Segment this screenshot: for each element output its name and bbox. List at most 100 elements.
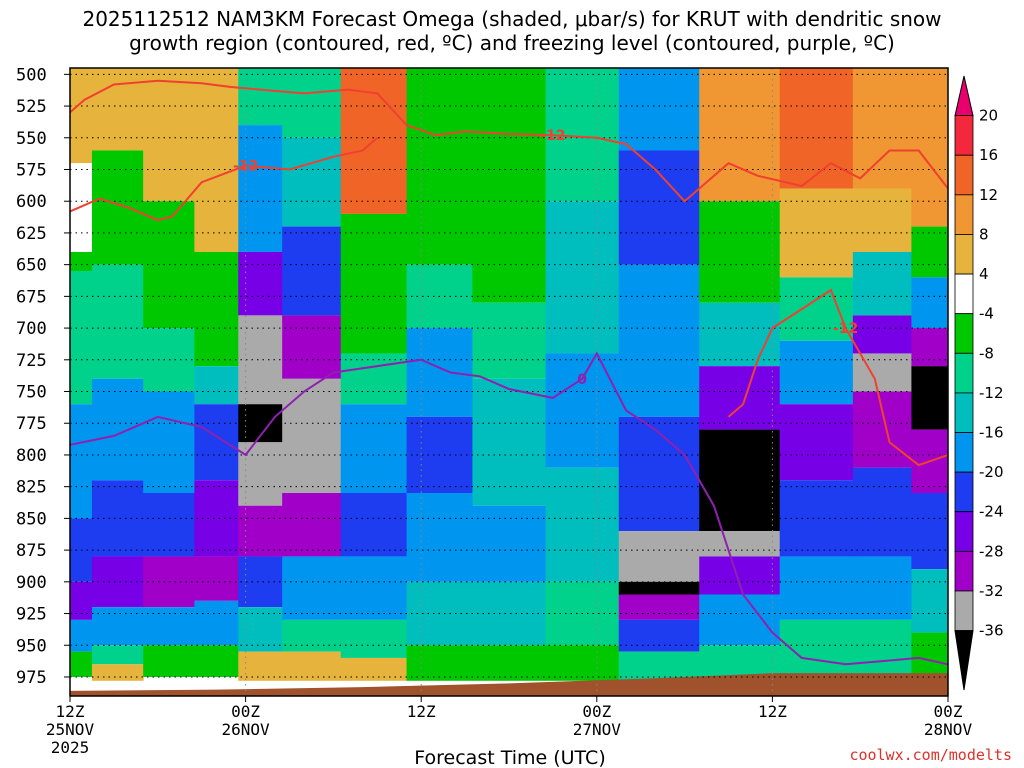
colorbar-label: -8 bbox=[979, 344, 994, 362]
omega-band bbox=[618, 416, 700, 532]
omega-band bbox=[91, 607, 144, 646]
omega-band bbox=[618, 531, 700, 582]
omega-band bbox=[282, 556, 342, 620]
y-tick-label: 550 bbox=[16, 129, 47, 149]
colorbar-swatch bbox=[954, 115, 974, 156]
omega-band bbox=[282, 68, 342, 138]
omega-band bbox=[618, 264, 700, 417]
omega-band bbox=[194, 366, 239, 405]
omega-band bbox=[406, 68, 473, 265]
omega-band bbox=[194, 480, 239, 557]
x-tick-date: 26NOV bbox=[222, 720, 271, 739]
omega-band bbox=[852, 251, 912, 316]
omega-band bbox=[618, 619, 700, 652]
omega-band bbox=[472, 581, 547, 646]
y-tick-label: 700 bbox=[16, 319, 47, 339]
contour-label: -12 bbox=[833, 321, 858, 337]
omega-band bbox=[340, 213, 408, 354]
y-tick-label: 525 bbox=[16, 97, 47, 117]
omega-band bbox=[91, 480, 144, 557]
omega-band bbox=[282, 619, 342, 652]
omega-band bbox=[70, 68, 93, 164]
contour-label: 0 bbox=[577, 372, 587, 388]
title-line-1: 2025112512 NAM3KM Forecast Omega (shaded… bbox=[82, 7, 941, 31]
colorbar-label: -20 bbox=[979, 463, 1004, 481]
omega-band bbox=[143, 391, 195, 494]
x-tick-label: 00Z bbox=[934, 702, 963, 721]
omega-band bbox=[852, 391, 912, 468]
colorbar-label: -28 bbox=[979, 542, 1004, 560]
omega-band bbox=[340, 657, 408, 681]
colorbar-swatch bbox=[954, 273, 974, 315]
omega-band bbox=[472, 68, 547, 303]
colorbar-label: 16 bbox=[979, 146, 998, 164]
colorbar-label: 4 bbox=[979, 265, 989, 283]
colorbar-label: 12 bbox=[979, 186, 998, 204]
omega-band bbox=[911, 277, 949, 329]
omega-band bbox=[699, 556, 781, 595]
omega-band bbox=[194, 600, 239, 646]
omega-band bbox=[194, 404, 239, 481]
x-tick-date: 25NOV bbox=[46, 720, 95, 739]
colorbar-label: 8 bbox=[979, 225, 989, 243]
omega-band bbox=[143, 68, 195, 202]
omega-band bbox=[238, 505, 283, 557]
x-tick-label: 12Z bbox=[407, 702, 436, 721]
omega-band bbox=[406, 645, 473, 681]
omega-band bbox=[618, 581, 700, 595]
omega-band bbox=[238, 556, 283, 608]
omega-band bbox=[340, 404, 408, 494]
omega-band bbox=[238, 125, 283, 252]
x-tick-date: 28NOV bbox=[924, 720, 973, 739]
omega-band bbox=[699, 68, 781, 202]
contour-line bbox=[69, 137, 378, 222]
omega-band bbox=[779, 619, 854, 681]
title-line-2: growth region (contoured, red, ºC) and f… bbox=[129, 31, 895, 55]
omega-band bbox=[91, 68, 144, 151]
colorbar-label: -32 bbox=[979, 582, 1004, 600]
omega-band bbox=[852, 556, 912, 620]
omega-band bbox=[282, 226, 342, 316]
y-tick-label: 900 bbox=[16, 573, 47, 593]
omega-band bbox=[472, 378, 547, 506]
omega-band bbox=[618, 150, 700, 265]
omega-band bbox=[406, 328, 473, 417]
colorbar-swatch bbox=[954, 313, 974, 354]
contour-line bbox=[69, 79, 949, 203]
omega-band bbox=[194, 556, 239, 601]
x-tick-year: 2025 bbox=[51, 738, 90, 757]
omega-band bbox=[699, 201, 781, 303]
y-tick-label: 825 bbox=[16, 478, 47, 498]
y-tick-label: 675 bbox=[16, 287, 47, 307]
x-tick-label: 12Z bbox=[56, 702, 85, 721]
omega-band bbox=[911, 68, 949, 227]
colorbar-label: -4 bbox=[979, 305, 994, 323]
omega-band bbox=[91, 264, 144, 379]
colorbar-swatch bbox=[954, 511, 974, 552]
omega-band bbox=[238, 651, 283, 681]
omega-band bbox=[779, 277, 854, 341]
omega-band bbox=[282, 493, 342, 557]
colorbar-label: -36 bbox=[979, 622, 1004, 640]
colorbar-swatch bbox=[954, 194, 974, 235]
omega-band bbox=[238, 251, 283, 316]
y-tick-label: 775 bbox=[16, 414, 47, 434]
omega-band bbox=[852, 353, 912, 392]
colorbar-swatch bbox=[954, 154, 974, 196]
omega-band bbox=[852, 467, 912, 557]
y-tick-label: 650 bbox=[16, 256, 47, 276]
y-tick-label: 500 bbox=[16, 65, 47, 85]
omega-band bbox=[194, 68, 239, 252]
colorbar-swatch bbox=[954, 432, 974, 473]
omega-band bbox=[194, 251, 239, 367]
omega-band bbox=[194, 645, 239, 677]
omega-band bbox=[91, 378, 144, 481]
omega-band bbox=[911, 328, 949, 367]
contour-line bbox=[727, 288, 949, 467]
omega-band bbox=[91, 556, 144, 608]
omega-band bbox=[70, 581, 93, 620]
omega-band bbox=[70, 270, 93, 405]
omega-band bbox=[238, 68, 283, 126]
